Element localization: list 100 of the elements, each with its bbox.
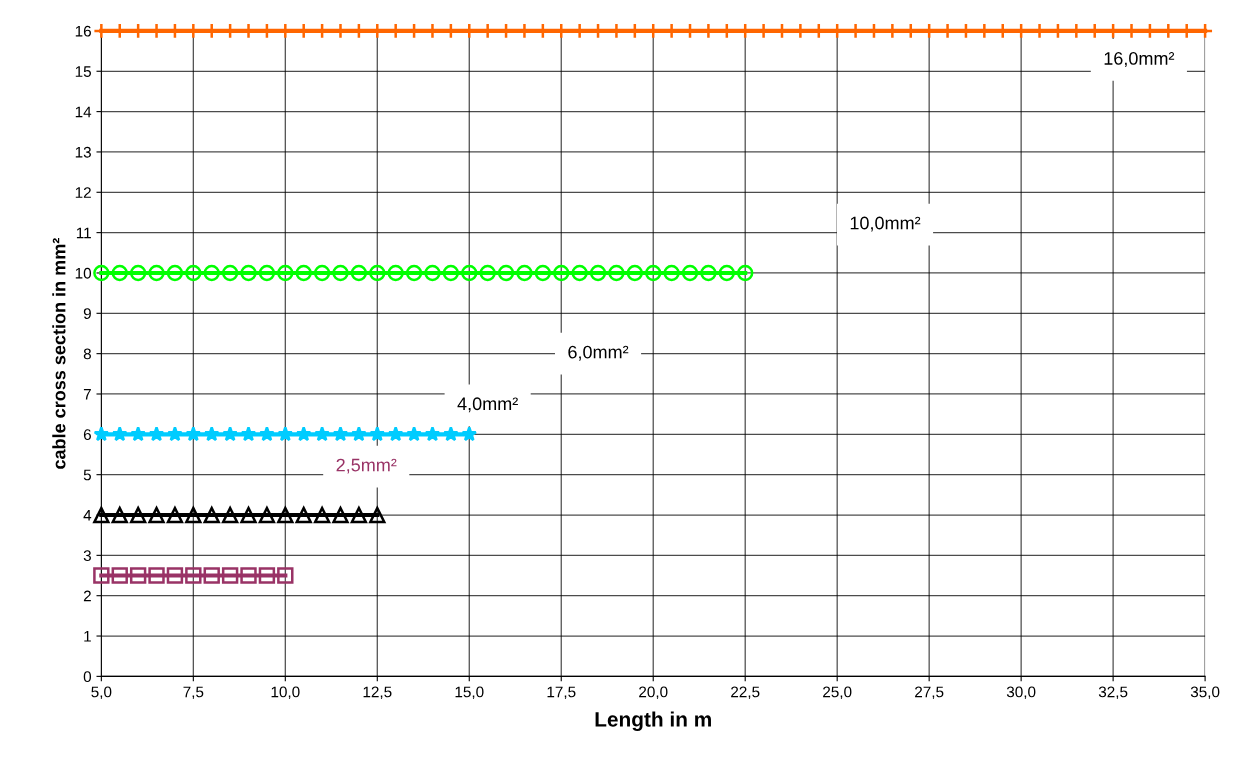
point	[369, 506, 386, 524]
point	[93, 567, 110, 584]
point	[443, 426, 459, 442]
point	[295, 426, 312, 442]
point	[148, 426, 165, 442]
point	[277, 567, 294, 584]
point	[185, 567, 202, 584]
x-tick-label: 10,0	[271, 686, 300, 700]
x-tick-label: 35,0	[1190, 686, 1220, 700]
point	[277, 426, 294, 442]
point	[129, 567, 147, 584]
y-tick-label: 16	[75, 25, 91, 37]
annotation: 2,5mm²	[336, 458, 397, 474]
point	[424, 426, 441, 442]
point	[681, 264, 699, 282]
point	[369, 426, 386, 442]
point	[222, 426, 238, 442]
x-tick-label: 15,0	[455, 686, 484, 700]
point	[295, 264, 312, 282]
point	[313, 506, 331, 524]
point	[111, 567, 128, 584]
point	[516, 264, 533, 282]
point	[259, 426, 275, 442]
point	[93, 264, 110, 282]
point	[166, 506, 184, 524]
point	[332, 426, 349, 442]
point	[166, 567, 184, 584]
point	[295, 506, 312, 524]
x-tick-label: 30,0	[1006, 686, 1036, 700]
x-tick-label: 20,0	[639, 686, 668, 700]
point	[313, 264, 331, 282]
point	[553, 264, 570, 282]
y-tick-label: 13	[75, 146, 91, 158]
point	[645, 264, 662, 282]
point	[406, 426, 422, 442]
point	[203, 264, 220, 282]
point	[277, 264, 294, 282]
x-tick-label: 32,5	[1098, 686, 1128, 700]
point	[626, 264, 644, 282]
annotation: 4,0mm²	[457, 397, 518, 413]
point	[258, 264, 276, 282]
y-tick-label: 0	[83, 671, 92, 683]
point	[350, 506, 368, 524]
y-tick-label: 7	[83, 389, 91, 400]
y-tick-label: 12	[75, 187, 91, 198]
y-tick-label: 4	[83, 510, 92, 521]
point	[203, 567, 220, 584]
point	[129, 506, 147, 524]
y-axis-title: cable cross section in mm²	[52, 238, 66, 469]
point	[369, 264, 386, 282]
point	[129, 264, 147, 282]
point	[332, 506, 349, 524]
point	[93, 426, 110, 442]
y-tick-label: 3	[83, 550, 91, 562]
x-tick-label: 12,5	[363, 686, 392, 700]
x-tick-label: 7,5	[183, 686, 204, 700]
y-tick-label: 6	[83, 429, 91, 441]
point	[479, 264, 496, 282]
point	[148, 506, 165, 524]
x-tick-label: 27,5	[915, 686, 944, 700]
point	[258, 506, 276, 524]
point	[221, 264, 239, 282]
point	[203, 426, 220, 442]
annotation: 10,0mm²	[850, 216, 921, 232]
point	[700, 264, 717, 282]
point	[240, 506, 257, 524]
y-tick-label: 11	[76, 227, 91, 239]
point	[608, 264, 625, 282]
point	[332, 264, 349, 282]
point	[405, 264, 423, 282]
point	[93, 506, 110, 524]
point	[111, 506, 128, 524]
point	[571, 264, 588, 282]
point	[314, 426, 330, 442]
point	[461, 264, 478, 282]
point	[387, 264, 404, 282]
x-tick-label: 5,0	[91, 686, 112, 700]
point	[350, 264, 368, 282]
point	[351, 426, 367, 442]
annotation: 6,0mm²	[568, 345, 629, 361]
point	[240, 426, 257, 442]
point	[589, 264, 607, 282]
y-tick-label: 1	[84, 631, 91, 642]
x-tick-label: 25,0	[823, 686, 852, 700]
point	[130, 426, 146, 442]
y-tick-label: 9	[83, 308, 91, 319]
annotation: 16,0mm²	[1104, 52, 1175, 67]
y-tick-label: 14	[75, 106, 92, 118]
point	[737, 264, 754, 282]
point	[166, 264, 184, 282]
y-tick-label: 8	[83, 348, 91, 360]
point	[442, 264, 460, 282]
point	[111, 426, 128, 442]
point	[534, 264, 552, 282]
point	[148, 264, 165, 282]
point	[277, 506, 294, 524]
point	[111, 264, 128, 282]
point	[240, 567, 257, 584]
point	[387, 426, 404, 442]
point	[424, 264, 441, 282]
